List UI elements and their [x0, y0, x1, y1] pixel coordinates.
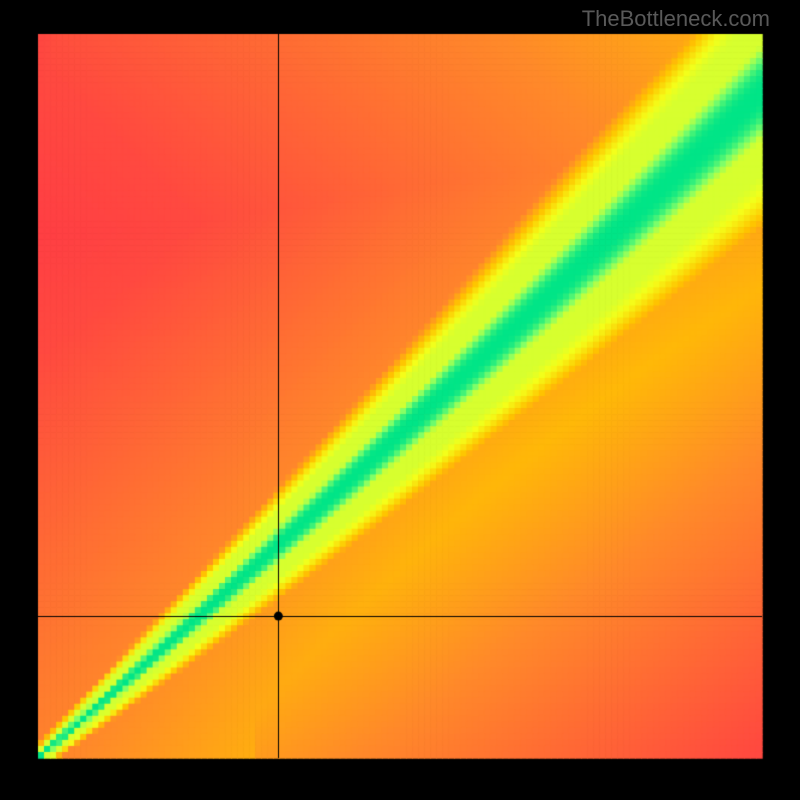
watermark-text: TheBottleneck.com — [582, 6, 770, 32]
chart-container: TheBottleneck.com — [0, 0, 800, 800]
bottleneck-heatmap — [0, 0, 800, 800]
